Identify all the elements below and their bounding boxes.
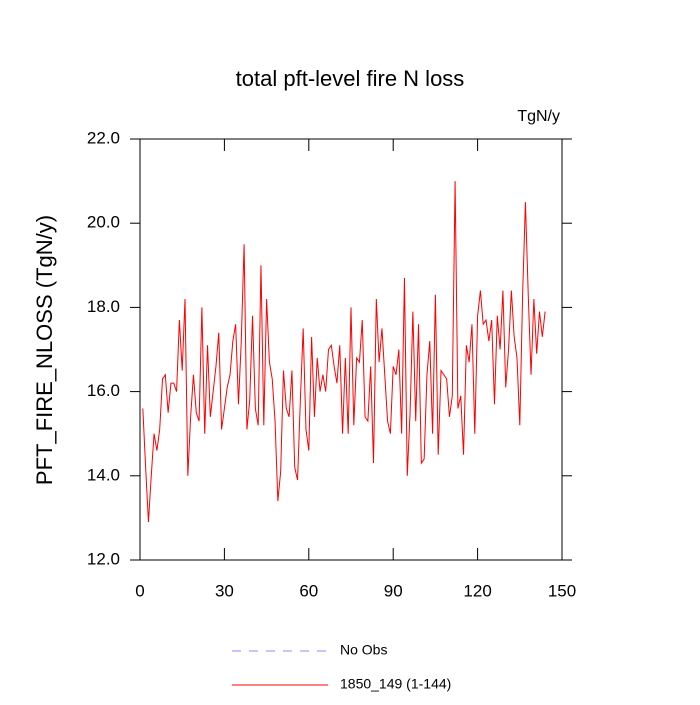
plot-frame	[139, 138, 563, 561]
x-tick-label: 60	[299, 581, 318, 600]
x-tick-label: 150	[548, 581, 576, 600]
series-line	[142, 181, 546, 523]
x-tick-label: 0	[135, 581, 144, 600]
legend-label: 1850_149 (1-144)	[340, 676, 451, 692]
legend-label: No Obs	[340, 642, 387, 658]
y-tick-label: 22.0	[87, 128, 120, 147]
x-tick-label: 120	[463, 581, 491, 600]
chart-title: total pft-level fire N loss	[236, 66, 465, 91]
x-tick-label: 90	[384, 581, 403, 600]
unit-label: TgN/y	[517, 108, 560, 125]
x-tick-label: 30	[215, 581, 234, 600]
y-axis-label: PFT_FIRE_NLOSS (TgN/y)	[32, 215, 57, 485]
y-tick-label: 20.0	[87, 213, 120, 232]
y-tick-label: 14.0	[87, 465, 120, 484]
y-tick-label: 18.0	[87, 297, 120, 316]
y-tick-label: 16.0	[87, 381, 120, 400]
y-tick-label: 12.0	[87, 549, 120, 568]
